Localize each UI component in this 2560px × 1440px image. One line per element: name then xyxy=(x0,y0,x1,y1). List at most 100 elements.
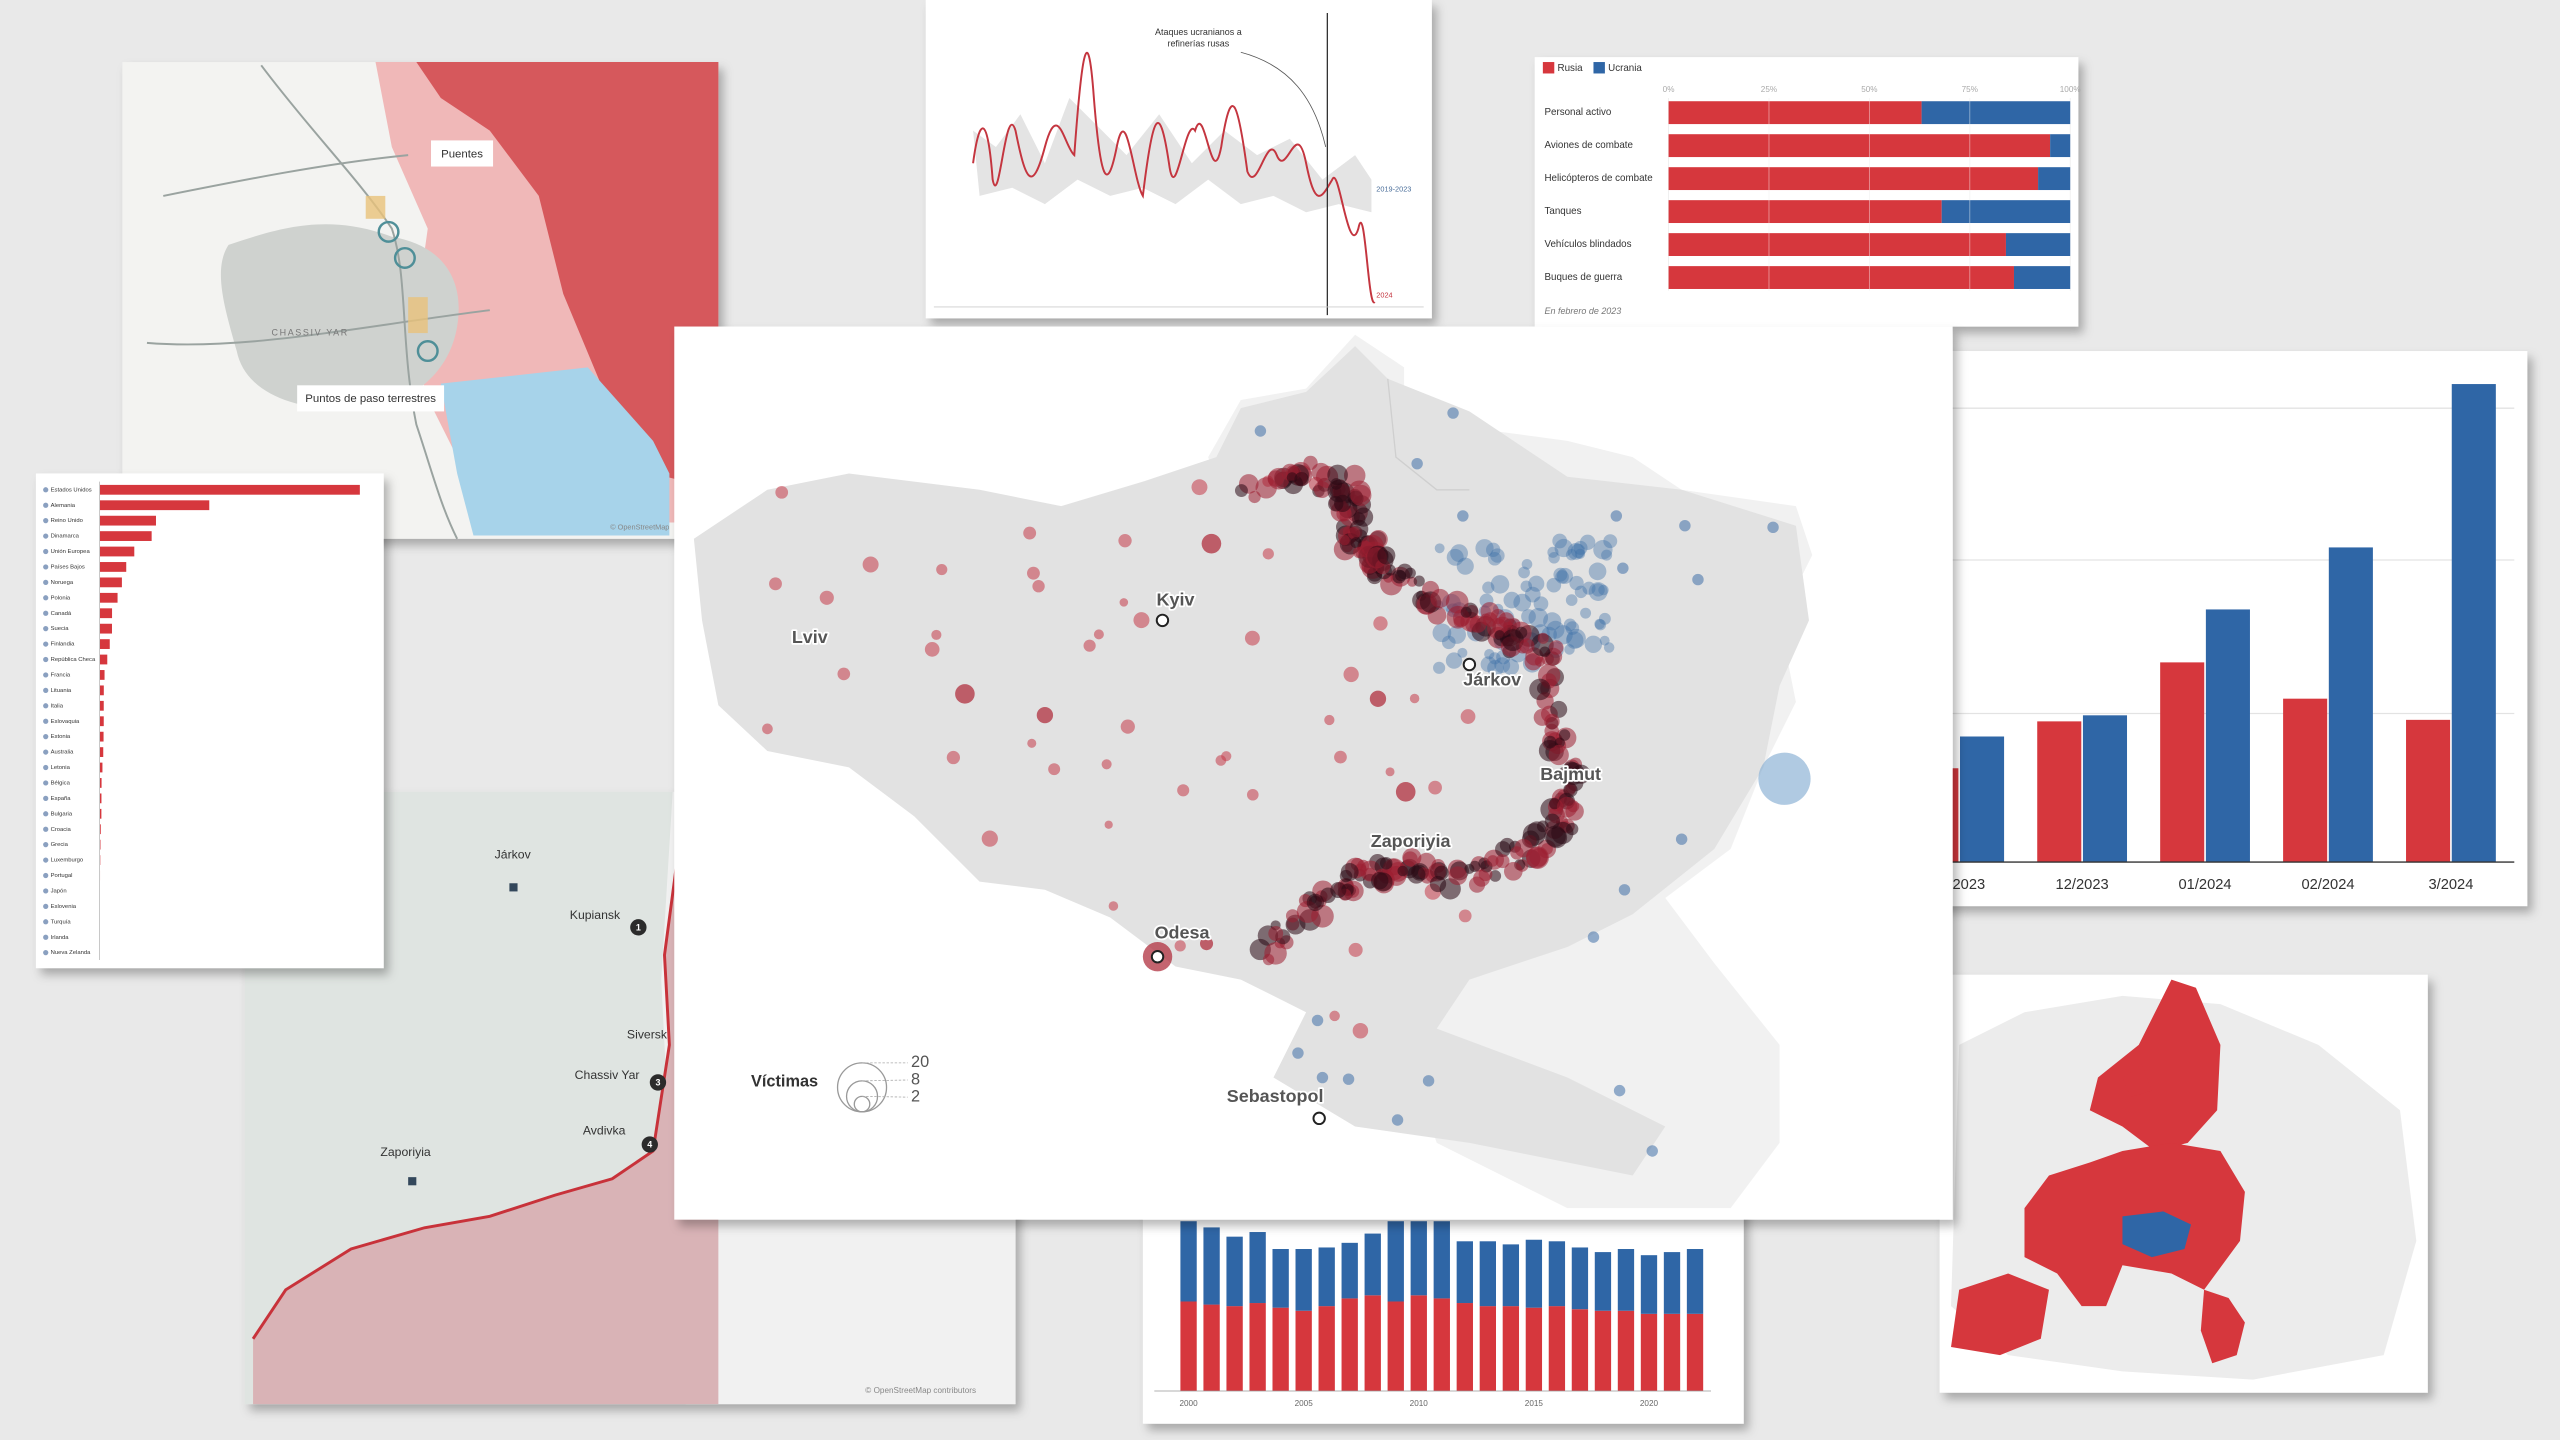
dot-front xyxy=(1543,735,1557,749)
bar-segment xyxy=(1640,1313,1658,1392)
dot xyxy=(1343,666,1359,683)
x-tick-label: 0% xyxy=(1663,85,1675,94)
dot xyxy=(819,590,834,605)
bridge-marker xyxy=(416,340,439,363)
category-label: Italia xyxy=(51,703,64,709)
flag xyxy=(43,656,49,663)
dot-blue xyxy=(1521,609,1536,624)
dot-blue xyxy=(1554,538,1573,558)
dot xyxy=(1133,612,1150,629)
dot-front xyxy=(1311,462,1331,482)
bar-segment xyxy=(1341,1298,1358,1392)
dot xyxy=(1027,738,1037,748)
category-label: Bulgaria xyxy=(51,811,73,817)
dot xyxy=(762,723,773,735)
flag xyxy=(43,672,49,678)
dot-blue xyxy=(1503,591,1521,609)
bar-segment xyxy=(1341,1242,1358,1299)
dot-blue xyxy=(1528,575,1545,592)
bar-segment xyxy=(1387,1301,1404,1392)
map-label: Puentes xyxy=(441,148,483,160)
city-marker xyxy=(509,883,518,892)
bar xyxy=(99,639,110,649)
category-label: Turquía xyxy=(51,919,72,925)
category-label: Unión Europea xyxy=(51,549,91,555)
dot xyxy=(775,485,789,499)
country-group xyxy=(1951,1273,2049,1356)
dot-blue xyxy=(1556,567,1573,584)
dot xyxy=(1352,1023,1369,1039)
legend-size-label: 8 xyxy=(911,1070,920,1088)
dot-front xyxy=(1353,546,1365,559)
series-label: 2019-2023 xyxy=(1376,184,1411,193)
country-group xyxy=(2122,1064,2152,1098)
dot-front xyxy=(1514,838,1533,858)
dot-blue xyxy=(1533,596,1549,612)
dot-front xyxy=(1380,856,1393,870)
flag xyxy=(43,641,49,647)
dot-blue xyxy=(1441,635,1456,650)
category-label: Finlandia xyxy=(51,642,76,648)
country-group-blue xyxy=(2122,1211,2192,1258)
x-tick-label: 01/2024 xyxy=(2179,877,2232,893)
bar xyxy=(2451,384,2496,863)
dot-blue xyxy=(1480,656,1497,673)
category-label: Australia xyxy=(51,750,75,756)
flag xyxy=(43,795,49,801)
bar xyxy=(99,716,104,727)
dot-blue xyxy=(1573,540,1588,555)
category-label: Croacia xyxy=(51,827,72,833)
x-tick-label: 100% xyxy=(2060,85,2081,94)
dot-blue xyxy=(1588,582,1608,601)
dot-blue xyxy=(1570,543,1586,559)
monthly-chart-card: 11/2023 12/2023 01/2024 02/2024 3/2024 xyxy=(1910,351,2528,907)
dot-blue xyxy=(1520,580,1533,593)
category-label: España xyxy=(51,796,72,802)
victim-dots xyxy=(762,407,1811,1157)
dot-front xyxy=(1460,606,1472,618)
occupied-area xyxy=(253,791,719,1405)
range-band xyxy=(973,97,1372,213)
bar-segment xyxy=(1410,1295,1427,1392)
bar xyxy=(99,562,127,572)
flag xyxy=(43,888,49,894)
dot-front xyxy=(1350,537,1362,549)
dot xyxy=(946,750,960,765)
dot-front xyxy=(1482,612,1498,627)
category-label: Eslovaquia xyxy=(51,719,80,725)
dot xyxy=(1023,526,1037,540)
dot-blue xyxy=(1292,1047,1304,1059)
category-label: Irlanda xyxy=(51,935,70,941)
bar xyxy=(99,747,104,757)
bar-segment xyxy=(1571,1247,1589,1310)
marker xyxy=(630,919,647,936)
x-tick-label: 2005 xyxy=(1295,1399,1314,1408)
dot-blue xyxy=(1569,575,1584,591)
dot-blue xyxy=(1617,562,1629,574)
dot-blue xyxy=(1555,570,1569,584)
dot-blue xyxy=(1546,620,1565,639)
dot-front xyxy=(1539,646,1551,658)
dot-front xyxy=(1541,843,1553,855)
x-tick-label: 12/2023 xyxy=(2056,877,2109,893)
city-labels: Kyiv Lviv Járkov Bajmut Zaporiyia Odesa Sebast… xyxy=(790,588,1603,1108)
category-label: Canadá xyxy=(51,611,72,617)
dot-blue xyxy=(1758,752,1811,805)
flag xyxy=(43,548,49,555)
aid-chart-card: Estados Unidos Alemania Reino Unido Dinamar… xyxy=(35,473,384,969)
bar-segment xyxy=(1502,1306,1520,1392)
dot-blue xyxy=(1553,567,1568,582)
flag xyxy=(43,595,49,601)
bar-segment xyxy=(1668,200,1942,224)
town-label: CHASSIV YAR xyxy=(271,327,348,337)
bar-segment xyxy=(2013,266,2071,289)
dot xyxy=(1385,767,1395,777)
dot-front xyxy=(1430,588,1450,609)
dot-front xyxy=(1352,512,1366,526)
bar-segment xyxy=(1203,1227,1220,1305)
bar-segment xyxy=(1640,1255,1658,1314)
dot xyxy=(1101,759,1112,770)
bar-segment xyxy=(1410,1221,1427,1296)
dot-blue xyxy=(1591,583,1605,597)
